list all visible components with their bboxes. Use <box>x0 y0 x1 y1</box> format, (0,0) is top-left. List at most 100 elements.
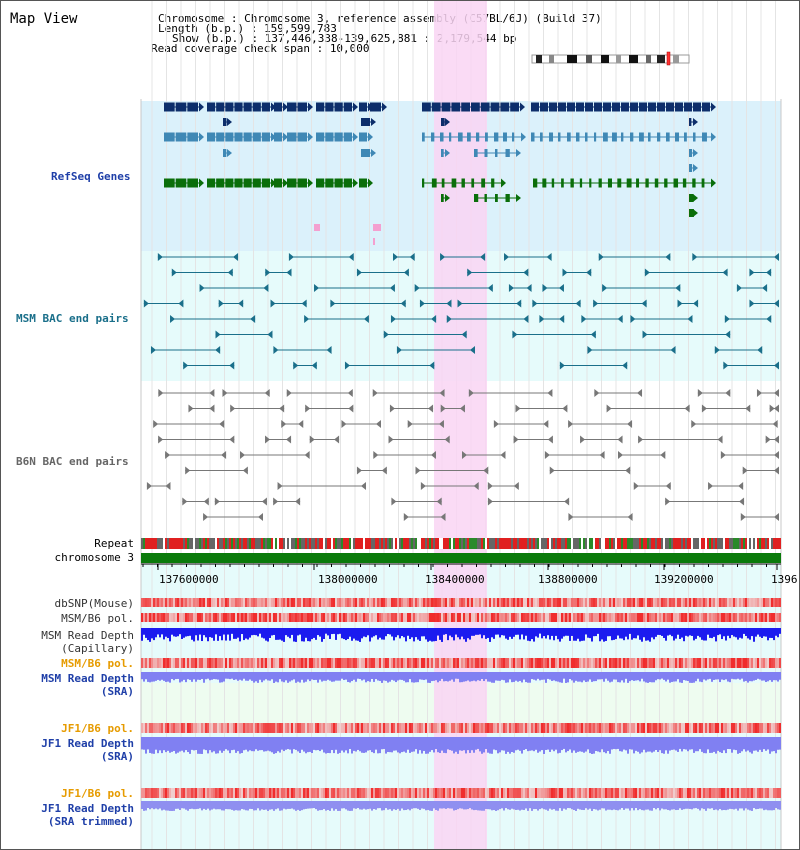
read-depth-bar <box>421 801 423 809</box>
polymorphism-cell <box>691 598 693 607</box>
b6n-bac-track[interactable] <box>146 389 779 521</box>
gene-exon <box>648 132 651 142</box>
polymorphism-cell <box>489 788 491 798</box>
repeat-element <box>275 538 277 549</box>
track-label-dbsnp[interactable]: dbSNP(Mouse) <box>54 597 134 610</box>
read-depth-bar <box>777 737 779 750</box>
read-depth-bar <box>233 628 235 639</box>
read-depth-bar <box>283 628 285 642</box>
polymorphism-cell <box>353 598 355 607</box>
read-depth-bar <box>477 672 479 681</box>
polymorphism-cell <box>697 788 699 798</box>
bac-end-marker <box>622 361 628 370</box>
read-depth-bar <box>405 628 407 642</box>
gene-exon <box>359 178 367 188</box>
track-label-jf1-depth-trimmed[interactable]: JF1 Read Depth <box>41 802 134 815</box>
polymorphism-cell <box>403 613 405 622</box>
bac-end-marker <box>444 435 450 444</box>
repeat-element <box>245 538 247 549</box>
repeat-track[interactable] <box>141 538 781 549</box>
polymorphism-cell <box>681 788 683 798</box>
track-label-jf1-depth-sra[interactable]: JF1 Read Depth <box>41 737 134 750</box>
read-depth-bar <box>581 801 583 810</box>
polymorphism-cell <box>313 598 315 607</box>
read-depth-bar <box>303 737 305 752</box>
read-depth-bar <box>689 672 691 683</box>
bac-end-marker <box>457 299 463 308</box>
repeat-element <box>485 538 487 549</box>
read-depth-bar <box>413 737 415 752</box>
track-label-jf1-b6-pol-1[interactable]: JF1/B6 pol. <box>61 722 134 735</box>
polymorphism-cell <box>507 613 509 622</box>
refseq-gene-track[interactable] <box>164 102 716 246</box>
repeat-element <box>623 538 625 549</box>
bac-end-marker <box>420 482 426 490</box>
chromosome-bar[interactable] <box>141 553 781 563</box>
track-label-msm-b6-pol-2[interactable]: MSM/B6 pol. <box>61 657 134 670</box>
read-depth-bar <box>509 672 511 680</box>
read-depth-bar <box>281 628 283 641</box>
polymorphism-cell <box>187 658 189 668</box>
chromosome-ideogram[interactable] <box>531 51 690 66</box>
polymorphism-cell <box>651 723 653 733</box>
polymorphism-cell <box>215 658 217 668</box>
polymorphism-cell <box>721 658 723 668</box>
polymorphism-cell <box>473 598 475 607</box>
polymorphism-cell <box>223 613 225 622</box>
track-label-jf1-b6-pol-2[interactable]: JF1/B6 pol. <box>61 787 134 800</box>
bac-end-marker <box>431 315 437 323</box>
polymorphism-cell <box>695 788 697 798</box>
polymorphism-cell <box>253 723 255 733</box>
read-depth-bar <box>429 628 431 641</box>
polymorphism-cell <box>373 723 375 733</box>
track-label-refseq[interactable]: RefSeq Genes <box>51 170 131 183</box>
polymorphism-cell <box>251 723 253 733</box>
read-depth-bar <box>163 801 165 810</box>
read-depth-bar <box>415 801 417 809</box>
track-label-msm-b6-pol-1[interactable]: MSM/B6 pol. <box>61 612 134 625</box>
repeat-element <box>359 538 361 549</box>
polymorphism-cell <box>429 613 431 622</box>
read-depth-bar <box>623 628 625 641</box>
polymorphism-cell <box>517 613 519 622</box>
read-depth-bar <box>371 628 373 638</box>
polymorphism-cell <box>645 723 647 733</box>
polymorphism-tracks[interactable] <box>141 598 781 798</box>
read-depth-bar <box>767 737 769 750</box>
polymorphism-cell <box>633 788 635 798</box>
read-depth-bar <box>531 672 533 680</box>
polymorphism-cell <box>337 598 339 607</box>
track-label-msm-depth-capillary[interactable]: MSM Read Depth <box>41 629 134 642</box>
polymorphism-cell <box>753 788 755 798</box>
read-depth-tracks[interactable] <box>141 628 781 811</box>
polymorphism-cell <box>491 723 493 733</box>
read-depth-bar <box>557 672 559 682</box>
read-depth-bar <box>727 672 729 682</box>
read-depth-bar <box>743 737 745 750</box>
polymorphism-cell <box>729 788 731 798</box>
polymorphism-cell <box>349 788 351 798</box>
read-depth-bar <box>471 672 473 682</box>
polymorphism-cell <box>513 613 515 622</box>
read-depth-bar <box>169 801 171 811</box>
track-label-repeat[interactable]: Repeat <box>94 537 134 550</box>
polymorphism-cell <box>249 613 251 622</box>
track-label-msm-bac[interactable]: MSM BAC end pairs <box>16 312 129 325</box>
read-depth-bar <box>723 801 725 810</box>
read-depth-bar <box>235 801 237 811</box>
polymorphism-cell <box>599 788 601 798</box>
polymorphism-cell <box>391 613 393 622</box>
read-depth-bar <box>249 737 251 751</box>
read-depth-bar <box>327 801 329 810</box>
polymorphism-cell <box>273 658 275 668</box>
read-depth-bar <box>185 801 187 810</box>
track-label-msm-depth-sra[interactable]: MSM Read Depth <box>41 672 134 685</box>
track-label-chromosome[interactable]: chromosome 3 <box>54 551 134 564</box>
read-depth-bar <box>481 737 483 754</box>
polymorphism-cell <box>373 658 375 668</box>
gene-exon <box>325 102 334 112</box>
read-depth-bar <box>393 672 395 681</box>
msm-bac-track[interactable] <box>143 253 779 370</box>
track-label-b6n-bac[interactable]: B6N BAC end pairs <box>16 455 129 468</box>
